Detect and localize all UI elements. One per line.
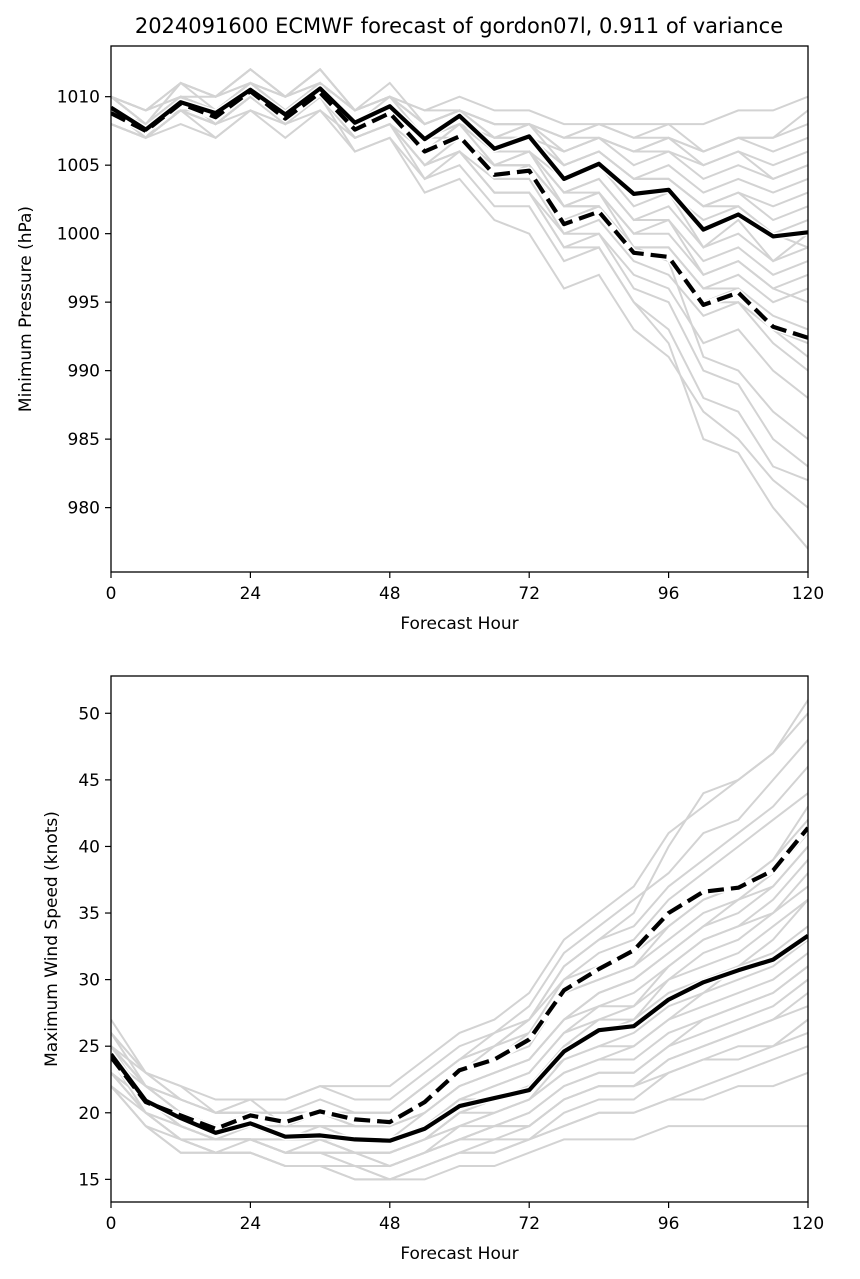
pressure-ensemble-member-26: [111, 95, 808, 249]
wind-y-tick-label: 30: [78, 971, 100, 991]
wind-ensemble-member-5: [111, 859, 808, 1141]
wind-x-tick-label: 96: [658, 1214, 680, 1234]
wind-x-axis-label: Forecast Hour: [400, 1244, 518, 1264]
pressure-mean-lines: [111, 85, 808, 342]
pressure-x-axis-label: Forecast Hour: [400, 614, 518, 634]
pressure-panel: 0 24 48 72 96 120 980 985 990 995 1000 1005 1010 Fo…: [16, 45, 824, 634]
pressure-plot-frame: [110, 45, 809, 573]
pressure-solid-line: [111, 86, 808, 239]
wind-ensemble-member-27: [111, 1031, 808, 1168]
pressure-y-tick-label: 1005: [57, 156, 100, 176]
wind-y-tick-label: 50: [78, 704, 100, 724]
wind-y-tick-label: 15: [78, 1170, 100, 1190]
wind-x-ticks: 0 24 48 72 96 120: [106, 1202, 824, 1234]
wind-y-ticks: 15 20 25 30 35 40 45 50: [78, 704, 111, 1190]
wind-x-tick-label: 48: [379, 1214, 401, 1234]
pressure-y-tick-label: 995: [68, 293, 100, 313]
wind-y-tick-label: 35: [78, 904, 100, 924]
pressure-y-tick-label: 980: [68, 499, 100, 519]
wind-dashed-line: [111, 826, 808, 1131]
wind-plot-frame: [110, 675, 809, 1203]
pressure-x-ticks: 0 24 48 72 96 120: [106, 572, 824, 604]
wind-ensemble-member-12: [111, 712, 808, 1101]
wind-y-tick-label: 20: [78, 1104, 100, 1124]
chart-title: 2024091600 ECMWF forecast of gordon07l, …: [135, 14, 783, 38]
wind-y-tick-label: 45: [78, 771, 100, 791]
pressure-y-axis-label: Minimum Pressure (hPa): [16, 206, 36, 412]
wind-solid-line: [111, 933, 808, 1143]
pressure-x-tick-label: 120: [792, 584, 824, 604]
wind-y-tick-label: 40: [78, 837, 100, 857]
pressure-ensemble-member-5: [111, 67, 808, 222]
wind-y-axis-label: Maximum Wind Speed (knots): [42, 811, 62, 1067]
pressure-y-tick-label: 985: [68, 430, 100, 450]
wind-ensemble-lines: [111, 699, 808, 1181]
pressure-ensemble-member-24: [111, 68, 808, 126]
wind-x-tick-label: 72: [518, 1214, 540, 1234]
pressure-ensemble-member-18: [111, 95, 808, 509]
wind-panel: 0 24 48 72 96 120 15 20 25 30 35 40 45 50 Forecast H…: [42, 675, 824, 1264]
pressure-x-tick-label: 24: [240, 584, 262, 604]
wind-x-tick-label: 24: [240, 1214, 262, 1234]
pressure-x-tick-label: 48: [379, 584, 401, 604]
pressure-y-tick-label: 990: [68, 362, 100, 382]
pressure-y-tick-label: 1010: [57, 88, 100, 108]
pressure-x-tick-label: 0: [106, 584, 117, 604]
pressure-y-tick-label: 1000: [57, 225, 100, 245]
pressure-y-ticks: 980 985 990 995 1000 1005 1010: [57, 88, 111, 519]
pressure-x-tick-label: 72: [518, 584, 540, 604]
pressure-dashed-line-halo: [111, 87, 808, 342]
wind-y-tick-label: 25: [78, 1037, 100, 1057]
wind-ensemble-member-25: [111, 1071, 808, 1181]
pressure-ensemble-member-25: [111, 81, 808, 153]
wind-x-tick-label: 120: [792, 1214, 824, 1234]
wind-x-tick-label: 0: [106, 1214, 117, 1234]
pressure-dashed-line: [111, 89, 808, 340]
pressure-x-tick-label: 96: [658, 584, 680, 604]
wind-mean-lines: [111, 825, 808, 1145]
pressure-ensemble-member-15: [111, 95, 808, 304]
wind-ensemble-member-8: [111, 872, 808, 1154]
